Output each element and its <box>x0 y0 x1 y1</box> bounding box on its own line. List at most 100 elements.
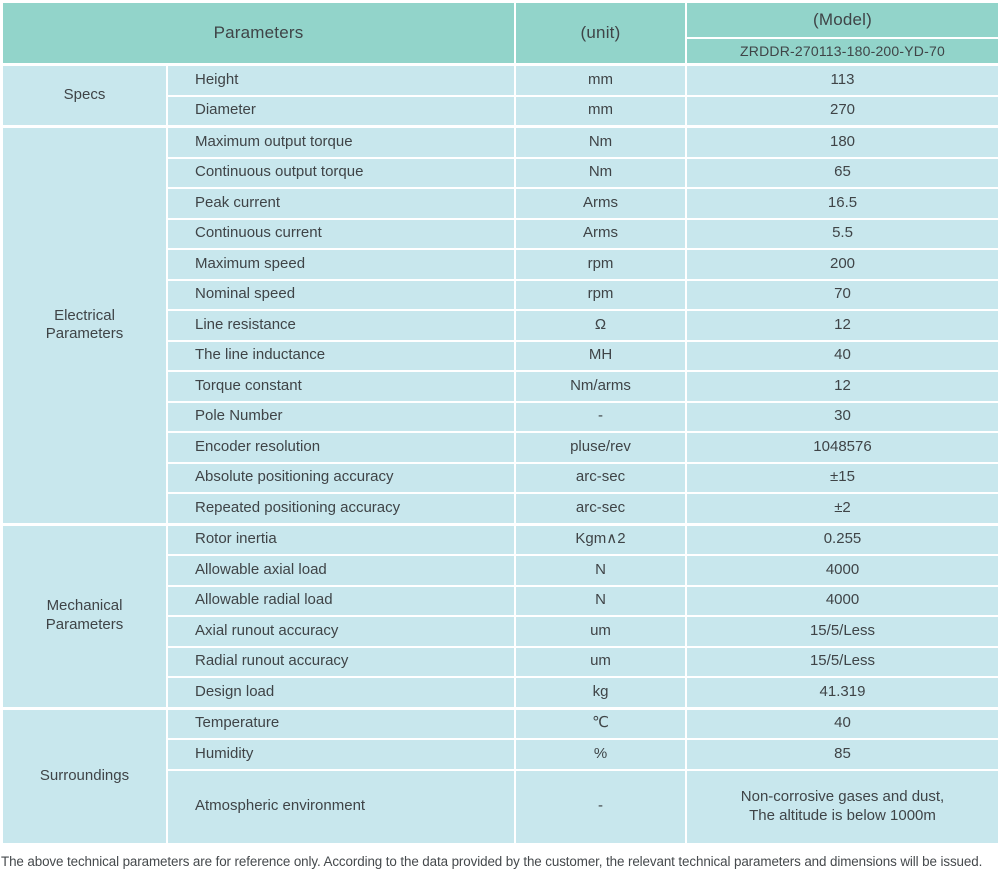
value-cell: 180 <box>685 125 999 159</box>
param-cell: Rotor inertia <box>166 522 516 556</box>
param-cell: Encoder resolution <box>166 431 516 464</box>
unit-cell: Arms <box>514 187 687 220</box>
value-cell: 1048576 <box>685 431 999 464</box>
unit-cell: - <box>514 768 687 845</box>
table-row: Encoder resolution pluse/rev 1048576 <box>2 431 999 464</box>
header-row-top: Parameters (unit) (Model) <box>1 1 999 66</box>
value-cell: 70 <box>685 278 999 311</box>
unit-cell: mm <box>514 63 687 97</box>
param-cell: Repeated positioning accuracy <box>166 492 516 525</box>
header-row-model: ZRDDR-270113-180-200-YD-70 <box>2 36 999 66</box>
value-cell: 85 <box>685 738 999 771</box>
param-cell: Radial runout accuracy <box>166 645 516 678</box>
table-row: The line inductance MH 40 <box>2 339 999 372</box>
value-cell: 113 <box>685 63 999 97</box>
param-cell: Humidity <box>166 738 516 771</box>
param-cell: Peak current <box>166 187 516 220</box>
param-cell: Axial runout accuracy <box>166 615 516 648</box>
value-cell: 15/5/Less <box>685 615 999 648</box>
param-cell: Maximum speed <box>166 248 516 281</box>
unit-cell: Ω <box>514 309 687 342</box>
value-cell: ±2 <box>685 492 999 525</box>
value-cell: 4000 <box>685 584 999 617</box>
param-cell: Height <box>166 63 516 97</box>
unit-cell: Nm/arms <box>514 370 687 403</box>
table-row: Mechanical Parameters Rotor inertia Kgm∧2 0… <box>1 522 999 709</box>
unit-cell: N <box>514 584 687 617</box>
unit-cell: N <box>514 554 687 587</box>
param-cell: Allowable axial load <box>166 554 516 587</box>
table-row: Design load kg 41.319 <box>2 676 999 709</box>
param-cell: Allowable radial load <box>166 584 516 617</box>
header-model: (Model) <box>685 1 999 39</box>
param-cell: Nominal speed <box>166 278 516 311</box>
value-cell: 15/5/Less <box>685 645 999 678</box>
value-cell: 4000 <box>685 554 999 587</box>
table-row: Humidity% 85 <box>2 738 999 771</box>
param-cell: Diameter <box>166 94 516 128</box>
param-cell: Pole Number <box>166 400 516 433</box>
table-row: Electrical Parameters Maximum output torq… <box>1 125 999 525</box>
param-cell: Continuous current <box>166 217 516 250</box>
table-row: Surroundings Temperature ℃ 40 <box>1 706 999 845</box>
value-cell: 30 <box>685 400 999 433</box>
table-row: Continuous current Arms 5.5 <box>2 217 999 250</box>
unit-cell: Kgm∧2 <box>514 522 687 556</box>
value-cell: 200 <box>685 248 999 281</box>
section-label: Surroundings <box>1 706 168 845</box>
table-row: Radial runout accuracy um 15/5/Less <box>2 645 999 678</box>
param-cell: Torque constant <box>166 370 516 403</box>
value-cell: 65 <box>685 156 999 189</box>
param-cell: Absolute positioning accuracy <box>166 461 516 494</box>
table-row: Pole Number -30 <box>2 400 999 433</box>
table-row: Torque constant Nm/arms 12 <box>2 370 999 403</box>
param-cell: Maximum output torque <box>166 125 516 159</box>
value-cell: 12 <box>685 370 999 403</box>
unit-cell: Nm <box>514 125 687 159</box>
unit-cell: mm <box>514 94 687 128</box>
param-cell: Continuous output torque <box>166 156 516 189</box>
table-row: Repeated positioning accuracy arc-sec ±2 <box>2 492 999 525</box>
value-cell: Non-corrosive gases and dust, The altitu… <box>685 768 999 845</box>
table-row: Diameter mm 270 <box>2 94 999 128</box>
value-cell: 270 <box>685 94 999 128</box>
unit-cell: rpm <box>514 278 687 311</box>
unit-cell: arc-sec <box>514 461 687 494</box>
unit-cell: ℃ <box>514 706 687 740</box>
table-row: Absolute positioning accuracy arc-sec ±15 <box>2 461 999 494</box>
footnote: The above technical parameters are for r… <box>1 853 983 869</box>
section-label: Specs <box>1 63 168 128</box>
value-cell: 40 <box>685 339 999 372</box>
unit-cell: % <box>514 738 687 771</box>
section-label: Electrical Parameters <box>1 125 168 525</box>
section-label: Mechanical Parameters <box>1 522 168 709</box>
spec-table-header: Parameters (unit) (Model) ZRDDR-270113-1… <box>1 1 999 66</box>
param-cell: Line resistance <box>166 309 516 342</box>
table-row: Peak current Arms 16.5 <box>2 187 999 220</box>
table-row: Continuous output torque Nm 65 <box>2 156 999 189</box>
param-cell: Atmospheric environment <box>166 768 516 845</box>
value-cell: ±15 <box>685 461 999 494</box>
table-row: Maximum speed rpm 200 <box>2 248 999 281</box>
unit-cell: kg <box>514 676 687 709</box>
unit-cell: um <box>514 615 687 648</box>
unit-cell: Nm <box>514 156 687 189</box>
table-row: Specs Height mm 113 <box>1 63 999 128</box>
table-row: Atmospheric environment - Non-corrosive ga… <box>2 768 999 845</box>
spec-table-body: Specs Height mm 113 Diameter mm 270 Electrical … <box>1 63 999 845</box>
header-unit: (unit) <box>514 1 687 66</box>
unit-cell: pluse/rev <box>514 431 687 464</box>
value-cell: 41.319 <box>685 676 999 709</box>
value-cell: 5.5 <box>685 217 999 250</box>
value-cell: 16.5 <box>685 187 999 220</box>
unit-cell: rpm <box>514 248 687 281</box>
unit-cell: MH <box>514 339 687 372</box>
value-cell: 40 <box>685 706 999 740</box>
table-row: Line resistance Ω 12 <box>2 309 999 342</box>
unit-cell: Arms <box>514 217 687 250</box>
header-parameters: Parameters <box>1 1 516 66</box>
unit-cell: arc-sec <box>514 492 687 525</box>
unit-cell: um <box>514 645 687 678</box>
spec-table: Parameters (unit) (Model) ZRDDR-270113-1… <box>1 1 999 845</box>
